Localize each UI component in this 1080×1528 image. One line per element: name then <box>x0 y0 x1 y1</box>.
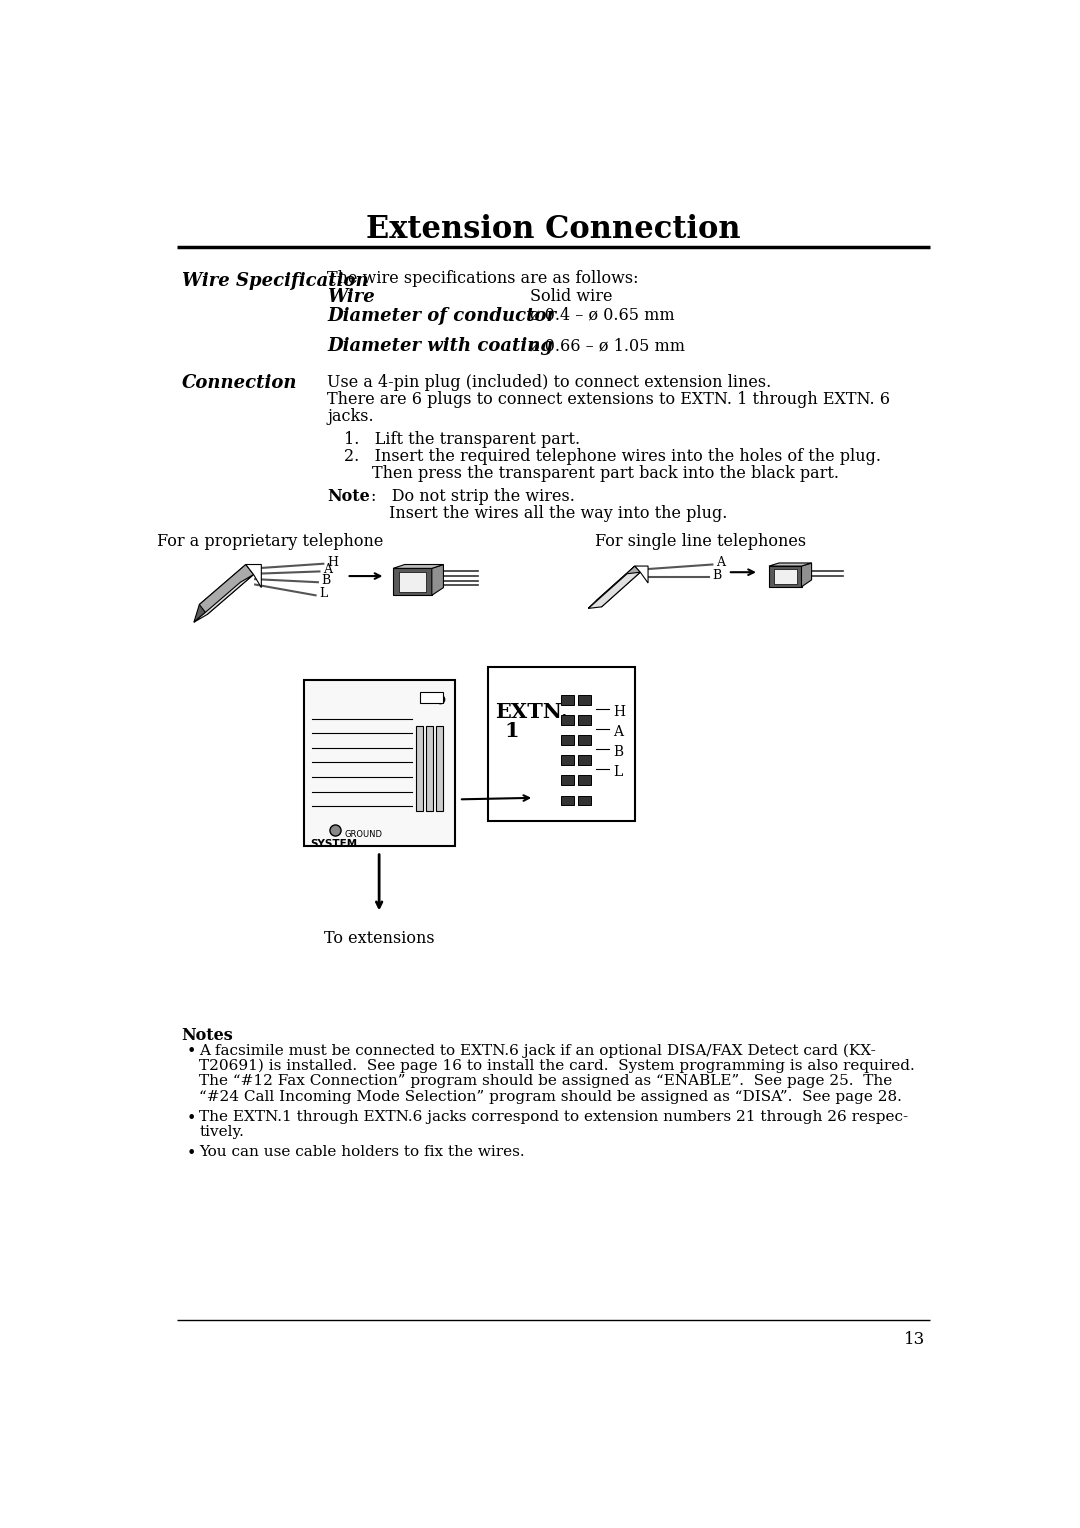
Polygon shape <box>773 568 797 584</box>
Bar <box>578 735 591 744</box>
Bar <box>578 715 591 724</box>
Text: •: • <box>187 1109 197 1126</box>
Polygon shape <box>393 568 432 596</box>
Text: To extensions: To extensions <box>324 931 434 947</box>
Text: SYSTEM: SYSTEM <box>310 839 357 850</box>
Text: L: L <box>613 766 622 779</box>
Bar <box>488 666 635 821</box>
Text: For a proprietary telephone: For a proprietary telephone <box>158 533 383 550</box>
Text: 13: 13 <box>904 1331 926 1348</box>
Text: ø 0.66 – ø 1.05 mm: ø 0.66 – ø 1.05 mm <box>530 338 685 354</box>
Text: A facsimile must be connected to EXTN.6 jack if an optional DISA/FAX Detect card: A facsimile must be connected to EXTN.6 … <box>200 1044 876 1057</box>
Text: GROUND: GROUND <box>345 830 382 839</box>
Text: ø 0.4 – ø 0.65 mm: ø 0.4 – ø 0.65 mm <box>530 307 675 324</box>
Polygon shape <box>194 575 254 622</box>
Polygon shape <box>246 564 261 588</box>
Text: B: B <box>713 568 721 582</box>
Polygon shape <box>635 565 648 584</box>
Text: B: B <box>322 575 332 587</box>
Text: You can use cable holders to fix the wires.: You can use cable holders to fix the wir… <box>200 1144 525 1160</box>
Text: 1.   Lift the transparent part.: 1. Lift the transparent part. <box>345 431 580 448</box>
Text: There are 6 plugs to connect extensions to EXTN. 1 through EXTN. 6: There are 6 plugs to connect extensions … <box>327 391 890 408</box>
Bar <box>420 692 444 703</box>
Bar <box>578 796 591 805</box>
Bar <box>578 695 591 704</box>
Text: H: H <box>327 556 338 568</box>
Text: 2.   Insert the required telephone wires into the holes of the plug.: 2. Insert the required telephone wires i… <box>345 448 881 465</box>
Text: Use a 4-pin plug (included) to connect extension lines.: Use a 4-pin plug (included) to connect e… <box>327 374 771 391</box>
Bar <box>562 695 573 704</box>
Polygon shape <box>432 564 444 596</box>
Bar <box>562 715 573 724</box>
Text: •: • <box>187 1144 197 1163</box>
Polygon shape <box>801 562 811 587</box>
Bar <box>416 726 423 811</box>
Text: Insert the wires all the way into the plug.: Insert the wires all the way into the pl… <box>389 506 728 523</box>
Bar <box>303 680 455 845</box>
Bar <box>436 726 444 811</box>
Text: A: A <box>716 556 726 570</box>
Text: A: A <box>613 726 623 740</box>
Bar <box>562 735 573 744</box>
Bar <box>562 776 573 785</box>
Text: Notes: Notes <box>181 1027 233 1044</box>
Text: T20691) is installed.  See page 16 to install the card.  System programming is a: T20691) is installed. See page 16 to ins… <box>200 1059 915 1073</box>
Polygon shape <box>589 571 640 608</box>
Text: The EXTN.1 through EXTN.6 jacks correspond to extension numbers 21 through 26 re: The EXTN.1 through EXTN.6 jacks correspo… <box>200 1109 908 1123</box>
Polygon shape <box>393 564 444 568</box>
Text: H: H <box>613 706 625 720</box>
Polygon shape <box>400 571 426 593</box>
Text: :   Do not strip the wires.: : Do not strip the wires. <box>370 489 575 506</box>
Text: B: B <box>613 746 623 759</box>
Text: Diameter of conductor: Diameter of conductor <box>327 307 556 324</box>
Text: The wire specifications are as follows:: The wire specifications are as follows: <box>327 269 638 287</box>
Polygon shape <box>769 562 811 565</box>
Polygon shape <box>200 564 254 614</box>
Text: L: L <box>320 587 327 601</box>
Text: •: • <box>187 1044 197 1060</box>
Text: The “#12 Fax Connection” program should be assigned as “ENABLE”.  See page 25.  : The “#12 Fax Connection” program should … <box>200 1074 892 1088</box>
Text: tively.: tively. <box>200 1125 244 1138</box>
Text: Diameter with coating: Diameter with coating <box>327 338 553 356</box>
Text: A: A <box>323 564 333 576</box>
Text: Wire: Wire <box>327 289 375 306</box>
Text: Wire Specification: Wire Specification <box>181 272 368 290</box>
Bar <box>427 726 433 811</box>
Text: For single line telephones: For single line telephones <box>595 533 807 550</box>
Polygon shape <box>194 564 246 622</box>
Text: 1: 1 <box>504 721 519 741</box>
Polygon shape <box>596 565 640 607</box>
Polygon shape <box>589 565 635 608</box>
Text: jacks.: jacks. <box>327 408 374 425</box>
Text: EXTN.: EXTN. <box>496 701 568 721</box>
Text: “#24 Call Incoming Mode Selection” program should be assigned as “DISA”.  See pa: “#24 Call Incoming Mode Selection” progr… <box>200 1089 902 1103</box>
Bar <box>578 755 591 764</box>
Text: Connection: Connection <box>181 374 297 393</box>
Polygon shape <box>769 565 801 587</box>
Text: Extension Connection: Extension Connection <box>366 214 741 244</box>
Text: Note: Note <box>327 489 370 506</box>
Bar <box>562 755 573 764</box>
Text: Solid wire: Solid wire <box>530 289 612 306</box>
Bar <box>562 796 573 805</box>
Text: Then press the transparent part back into the black part.: Then press the transparent part back int… <box>373 465 839 483</box>
Bar <box>578 776 591 785</box>
